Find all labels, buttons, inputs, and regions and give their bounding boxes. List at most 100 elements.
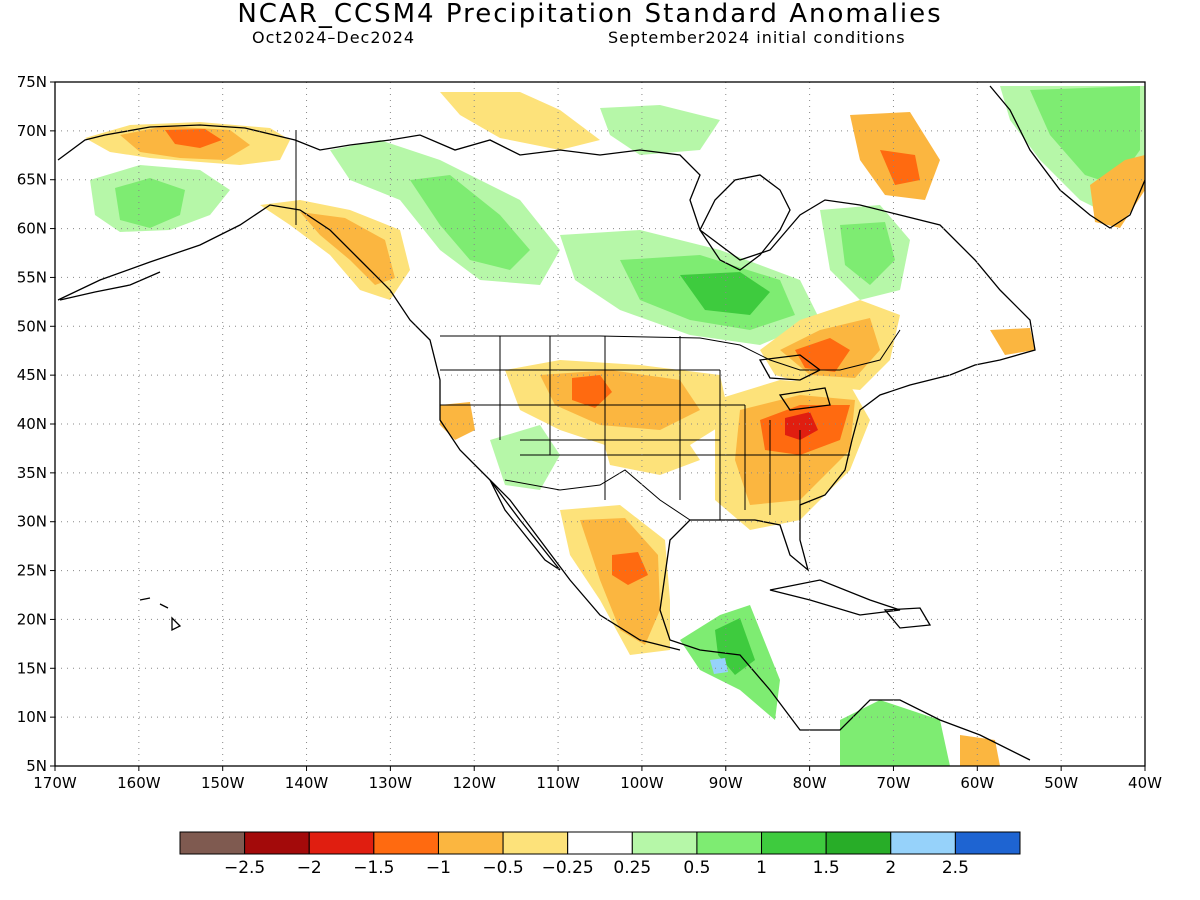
- lat-tick-label: 45N: [17, 366, 47, 384]
- colorbar-swatch: [179, 831, 246, 855]
- lon-tick-label: 90W: [709, 774, 743, 792]
- anomaly-region-alaska-north-peak: [165, 129, 222, 148]
- anomaly-region-archipelago-dry: [440, 92, 600, 150]
- anomaly-region-archipelago-wet: [600, 105, 720, 155]
- anomaly-region-quebec-core: [840, 222, 895, 285]
- lon-tick-label: 100W: [620, 774, 664, 792]
- anomaly-region-newfoundland: [990, 328, 1035, 355]
- border-state-lines: [440, 336, 850, 520]
- lon-tick-label: 80W: [793, 774, 827, 792]
- coastline-north-america: [57, 124, 1036, 761]
- colorbar-swatch: [761, 831, 827, 855]
- coastline-pacific: [57, 204, 681, 651]
- lon-tick-label: 60W: [960, 774, 994, 792]
- anomaly-region-southwest-wet: [490, 425, 560, 490]
- colorbar-swatch: [696, 831, 763, 855]
- colorbar-swatch: [502, 831, 569, 855]
- border-us-canada: [440, 329, 901, 371]
- colorbar-label: 2: [885, 858, 896, 878]
- colorbar-label: −2: [297, 858, 322, 878]
- longitude-axis: 170W 160W 150W 140W 130W 120W 110W 100W 90W 80W 70…: [33, 766, 1162, 792]
- anomaly-region-colombia: [840, 700, 950, 766]
- anomaly-region-greenland-core: [1030, 86, 1140, 185]
- coastline-great-lakes: [758, 354, 831, 411]
- coastline-hudson-bay: [699, 174, 791, 271]
- colorbar-swatch: [244, 831, 310, 855]
- lon-tick-label: 50W: [1044, 774, 1078, 792]
- border-us-mexico: [504, 469, 691, 521]
- lon-tick-label: 160W: [117, 774, 161, 792]
- colorbar-label: −0.5: [482, 858, 523, 878]
- anomaly-region-mexico-core: [580, 518, 660, 645]
- colorbar-label: −2.5: [224, 858, 265, 878]
- lat-tick-label: 10N: [17, 708, 47, 726]
- anomaly-region-california: [440, 402, 475, 440]
- coastline-aleutians: [59, 271, 161, 301]
- political-borders: [295, 130, 901, 521]
- lat-tick-label: 60N: [17, 220, 47, 238]
- coastlines: [57, 85, 1145, 761]
- lat-tick-label: 40N: [17, 415, 47, 433]
- lon-tick-label: 140W: [285, 774, 329, 792]
- lat-tick-label: 65N: [17, 171, 47, 189]
- colorbar-swatch: [567, 831, 633, 855]
- colorbar-label: −1.5: [353, 858, 394, 878]
- latitude-axis: 75N 70N 65N 60N 55N 50N 45N 40N 35N 30N 25N 20N 15N 1…: [17, 73, 55, 775]
- anomaly-region-central-america-peak: [710, 658, 728, 674]
- lon-tick-label: 120W: [452, 774, 496, 792]
- lon-tick-label: 110W: [536, 774, 580, 792]
- lat-tick-label: 75N: [17, 73, 47, 91]
- anomaly-region-nw-canada-core: [410, 175, 530, 270]
- lat-tick-label: 30N: [17, 513, 47, 531]
- map-title: NCAR_CCSM4 Precipitation Standard Anomal…: [237, 0, 943, 29]
- coastline-hispaniola: [883, 607, 932, 629]
- colorbar-swatch: [437, 831, 504, 855]
- anomaly-region-alaska-west-core: [115, 178, 185, 228]
- lat-tick-label: 5N: [26, 757, 47, 775]
- colorbar: −2.5 −2 −1.5 −1 −0.5 −0.25 0.25 0.5 1 1.5 2 2.5: [179, 831, 1021, 878]
- lon-tick-label: 170W: [33, 774, 77, 792]
- lat-tick-label: 15N: [17, 659, 47, 677]
- colorbar-label: −0.25: [542, 858, 594, 878]
- coastline-baja: [489, 479, 561, 571]
- anomaly-region-great-lakes-peak: [795, 338, 850, 372]
- initial-conditions: September2024 initial conditions: [608, 28, 906, 47]
- lat-tick-label: 55N: [17, 268, 47, 286]
- anomaly-region-bc-coast-core: [300, 212, 395, 285]
- anomaly-region-venezuela: [960, 735, 1000, 766]
- lat-tick-label: 50N: [17, 317, 47, 335]
- colorbar-swatch: [954, 831, 1021, 855]
- colorbar-label: −1: [426, 858, 451, 878]
- colorbar-label: 1.5: [813, 858, 840, 878]
- lat-tick-label: 20N: [17, 610, 47, 628]
- colorbar-swatch: [308, 831, 375, 855]
- colorbar-swatch: [373, 831, 439, 855]
- anomaly-fields: [85, 86, 1145, 766]
- coastline-cuba: [769, 579, 901, 616]
- forecast-period: Oct2024–Dec2024: [252, 28, 416, 47]
- lon-tick-label: 130W: [369, 774, 413, 792]
- anomaly-region-northern-plains-peak: [572, 375, 612, 408]
- anomaly-region-mexico-peak: [612, 552, 648, 585]
- colorbar-label: 0.5: [683, 858, 710, 878]
- colorbar-label: 0.25: [613, 858, 651, 878]
- coastline-greenland: [989, 85, 1145, 229]
- lat-tick-label: 70N: [17, 122, 47, 140]
- colorbar-label: 2.5: [942, 858, 969, 878]
- lon-tick-label: 40W: [1128, 774, 1162, 792]
- lat-tick-label: 25N: [17, 562, 47, 580]
- colorbar-swatch: [825, 831, 892, 855]
- anomaly-region-baffin-core: [880, 150, 920, 185]
- anomaly-region-central-canada-core: [680, 272, 770, 315]
- lon-tick-label: 150W: [201, 774, 245, 792]
- anomaly-region-southern-plains: [600, 430, 700, 475]
- colorbar-swatch: [631, 831, 698, 855]
- anomaly-region-greenland-south: [1090, 155, 1145, 228]
- colorbar-label: 1: [756, 858, 767, 878]
- lon-tick-label: 70W: [877, 774, 911, 792]
- colorbar-swatch: [890, 831, 956, 855]
- graticule: [55, 82, 1145, 766]
- coastline-hawaii: [139, 597, 182, 632]
- lat-tick-label: 35N: [17, 464, 47, 482]
